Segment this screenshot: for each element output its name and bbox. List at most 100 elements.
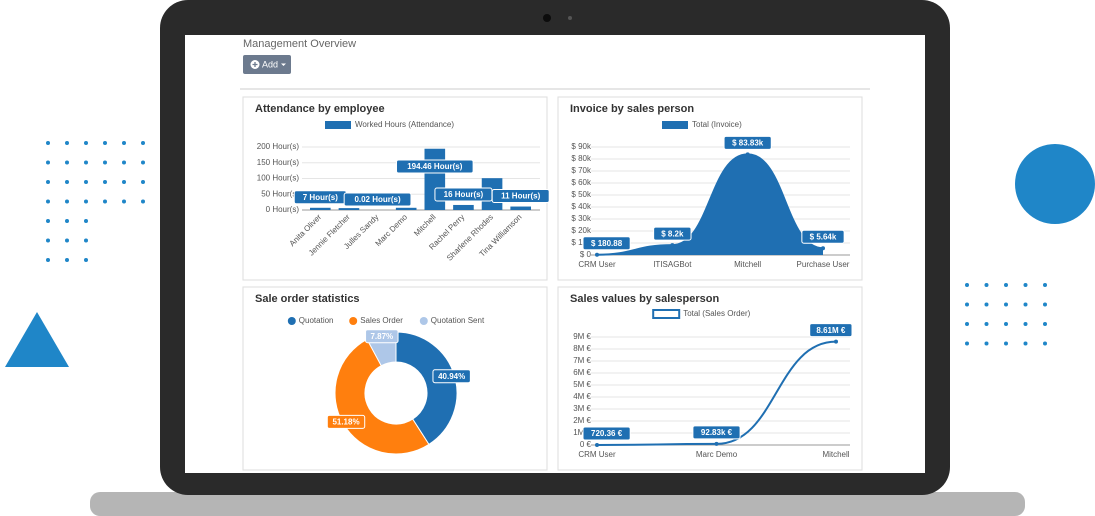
dot — [1004, 322, 1008, 326]
value-label: 8.61M € — [816, 326, 845, 335]
point — [670, 243, 675, 248]
dot — [46, 160, 50, 165]
value-label-box — [582, 236, 631, 251]
chart-title: Attendance by employee — [255, 103, 385, 115]
chart-title: Sales values by salesperson — [570, 293, 719, 305]
y-tick-label: 2M € — [573, 416, 591, 425]
value-label-box — [432, 369, 471, 384]
y-tick-label: $ 50k — [571, 190, 592, 199]
value-label: $ 180.88 — [591, 239, 623, 248]
value-label: 0.02 Hour(s) — [354, 195, 401, 204]
point — [595, 252, 599, 257]
x-tick-label: Marc Demo — [696, 450, 738, 459]
value-label-box — [343, 192, 412, 207]
dot — [141, 141, 145, 145]
value-label-box — [396, 159, 474, 174]
legend-marker — [419, 317, 428, 325]
value-label: 51.18% — [332, 418, 359, 427]
dot — [65, 141, 69, 145]
add-button-label[interactable]: Add — [262, 59, 278, 69]
add-button[interactable] — [243, 55, 291, 74]
dot — [141, 160, 145, 165]
dot — [84, 160, 88, 165]
dot — [84, 219, 88, 223]
legend-marker — [652, 309, 681, 319]
x-tick-label: Mitchell — [734, 260, 761, 269]
legend-label: Total (Invoice) — [692, 120, 742, 129]
y-tick-label: $ 0 — [580, 250, 592, 259]
y-tick-label: $ 20k — [571, 226, 592, 235]
line — [596, 340, 837, 446]
area-fill — [597, 154, 823, 255]
point — [834, 339, 838, 344]
y-tick-label: 200 Hour(s) — [257, 142, 300, 151]
dot — [65, 238, 69, 243]
legend-label: Total (Sales Order) — [683, 309, 750, 318]
dot — [1043, 302, 1047, 307]
laptop-base — [90, 492, 1025, 516]
y-tick-label: $ 40k — [571, 202, 592, 211]
value-label: $ 8.2k — [661, 229, 684, 238]
value-label: 40.94% — [438, 372, 465, 381]
dot — [65, 219, 69, 223]
dropdown-caret — [281, 63, 286, 66]
value-label-box — [582, 426, 631, 441]
dot — [46, 141, 50, 145]
point — [745, 152, 750, 157]
bar — [510, 206, 531, 210]
dot — [65, 160, 69, 165]
value-label: $ 83.83k — [732, 139, 764, 148]
dot — [122, 180, 126, 184]
value-label: 194.46 Hour(s) — [407, 162, 462, 171]
legend-marker — [662, 121, 688, 129]
dots — [46, 141, 145, 262]
dot — [103, 199, 107, 204]
line — [596, 153, 824, 256]
x-tick-label: CRM User — [578, 450, 616, 459]
dot — [84, 180, 88, 184]
y-tick-label: 7M € — [573, 356, 591, 365]
dot — [103, 141, 107, 145]
dot — [84, 238, 88, 243]
point — [595, 442, 599, 447]
legend-label: Quotation Sent — [431, 316, 485, 325]
dot — [1043, 341, 1047, 346]
dot — [1004, 283, 1008, 287]
chart-title: Invoice by sales person — [570, 103, 694, 115]
bar — [395, 207, 417, 210]
value-label-box — [653, 226, 692, 241]
dot — [1004, 302, 1008, 307]
legend-label: Worked Hours (Attendance) — [355, 120, 454, 129]
point — [821, 246, 825, 251]
x-tick-label: ITISAGBot — [653, 260, 692, 269]
dot — [84, 258, 88, 262]
y-tick-label: 9M € — [573, 332, 591, 341]
dot — [122, 141, 126, 145]
bar — [453, 204, 474, 210]
value-label: 92.83k € — [701, 428, 733, 437]
dot — [84, 199, 88, 204]
value-label: 7.87% — [370, 332, 393, 341]
dot — [46, 258, 50, 262]
y-tick-label: 4M € — [573, 392, 591, 401]
dot — [1023, 283, 1028, 287]
dot — [46, 199, 50, 204]
y-tick-label: $ 70k — [571, 166, 592, 175]
dot — [122, 199, 126, 204]
dot — [1023, 341, 1028, 346]
x-tick-label: Mitchell — [822, 450, 849, 459]
x-tick-label: CRM User — [578, 260, 616, 269]
y-tick-label: 5M € — [573, 380, 591, 389]
chart-panel: Attendance by employee 0 Hour(s) 50 Hour(s… — [242, 96, 550, 281]
value-label-box — [491, 189, 550, 204]
value-label: 11 Hour(s) — [501, 192, 540, 201]
dot — [965, 322, 969, 326]
value-label-box — [801, 229, 845, 244]
x-tick-label: Purchase User — [797, 260, 850, 269]
value-label: 720.36 € — [591, 429, 623, 438]
dot — [1023, 302, 1028, 307]
y-tick-label: $ 60k — [571, 178, 592, 187]
value-label: $ 5.64k — [810, 232, 837, 241]
dot — [46, 219, 50, 223]
